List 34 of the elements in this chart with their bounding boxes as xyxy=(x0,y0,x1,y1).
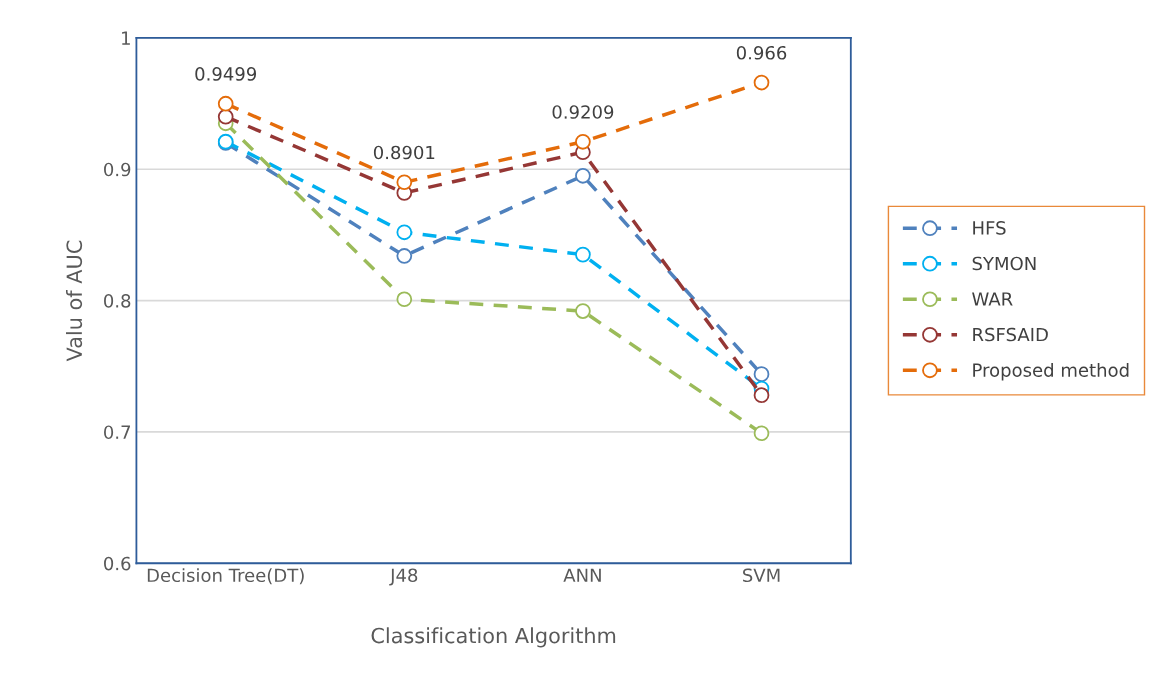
point xyxy=(575,246,591,263)
point xyxy=(217,95,234,112)
point xyxy=(753,425,770,442)
x-tick-label: J48 xyxy=(389,568,418,586)
point xyxy=(396,174,413,191)
point xyxy=(396,248,413,264)
y-tick-label: 0.9 xyxy=(104,162,131,177)
point xyxy=(753,74,770,91)
y-tick-label: 0.8 xyxy=(104,294,131,308)
legend-label: WAR xyxy=(972,292,1013,306)
point xyxy=(217,108,234,125)
legend-label: SYMON xyxy=(972,256,1036,271)
x-axis-title: Classification Algorithm xyxy=(371,627,616,648)
point xyxy=(753,387,770,404)
y-axis-title: Valu of AUC xyxy=(66,240,83,362)
y-tick-label: 0.7 xyxy=(104,425,130,440)
point xyxy=(396,291,413,308)
data-label: 0.9209 xyxy=(552,105,614,119)
y-tick-label: 1 xyxy=(122,31,130,45)
legend-label: Proposed method xyxy=(973,362,1129,381)
point xyxy=(753,366,770,382)
y-tick-label: 0.6 xyxy=(104,556,131,571)
data-label: 0.966 xyxy=(736,45,787,60)
x-tick-label: SVM xyxy=(743,568,780,583)
legend-label: HFS xyxy=(973,221,1006,235)
point xyxy=(575,167,591,184)
x-tick-label: Decision Tree(DT) xyxy=(147,568,304,585)
legend-label: RSFSAID xyxy=(973,327,1048,342)
x-tick-label: ANN xyxy=(563,568,601,582)
data-label: 0.8901 xyxy=(373,145,435,160)
data-label: 0.9499 xyxy=(195,67,257,81)
point xyxy=(396,224,413,241)
point xyxy=(575,303,591,319)
point xyxy=(575,133,591,150)
